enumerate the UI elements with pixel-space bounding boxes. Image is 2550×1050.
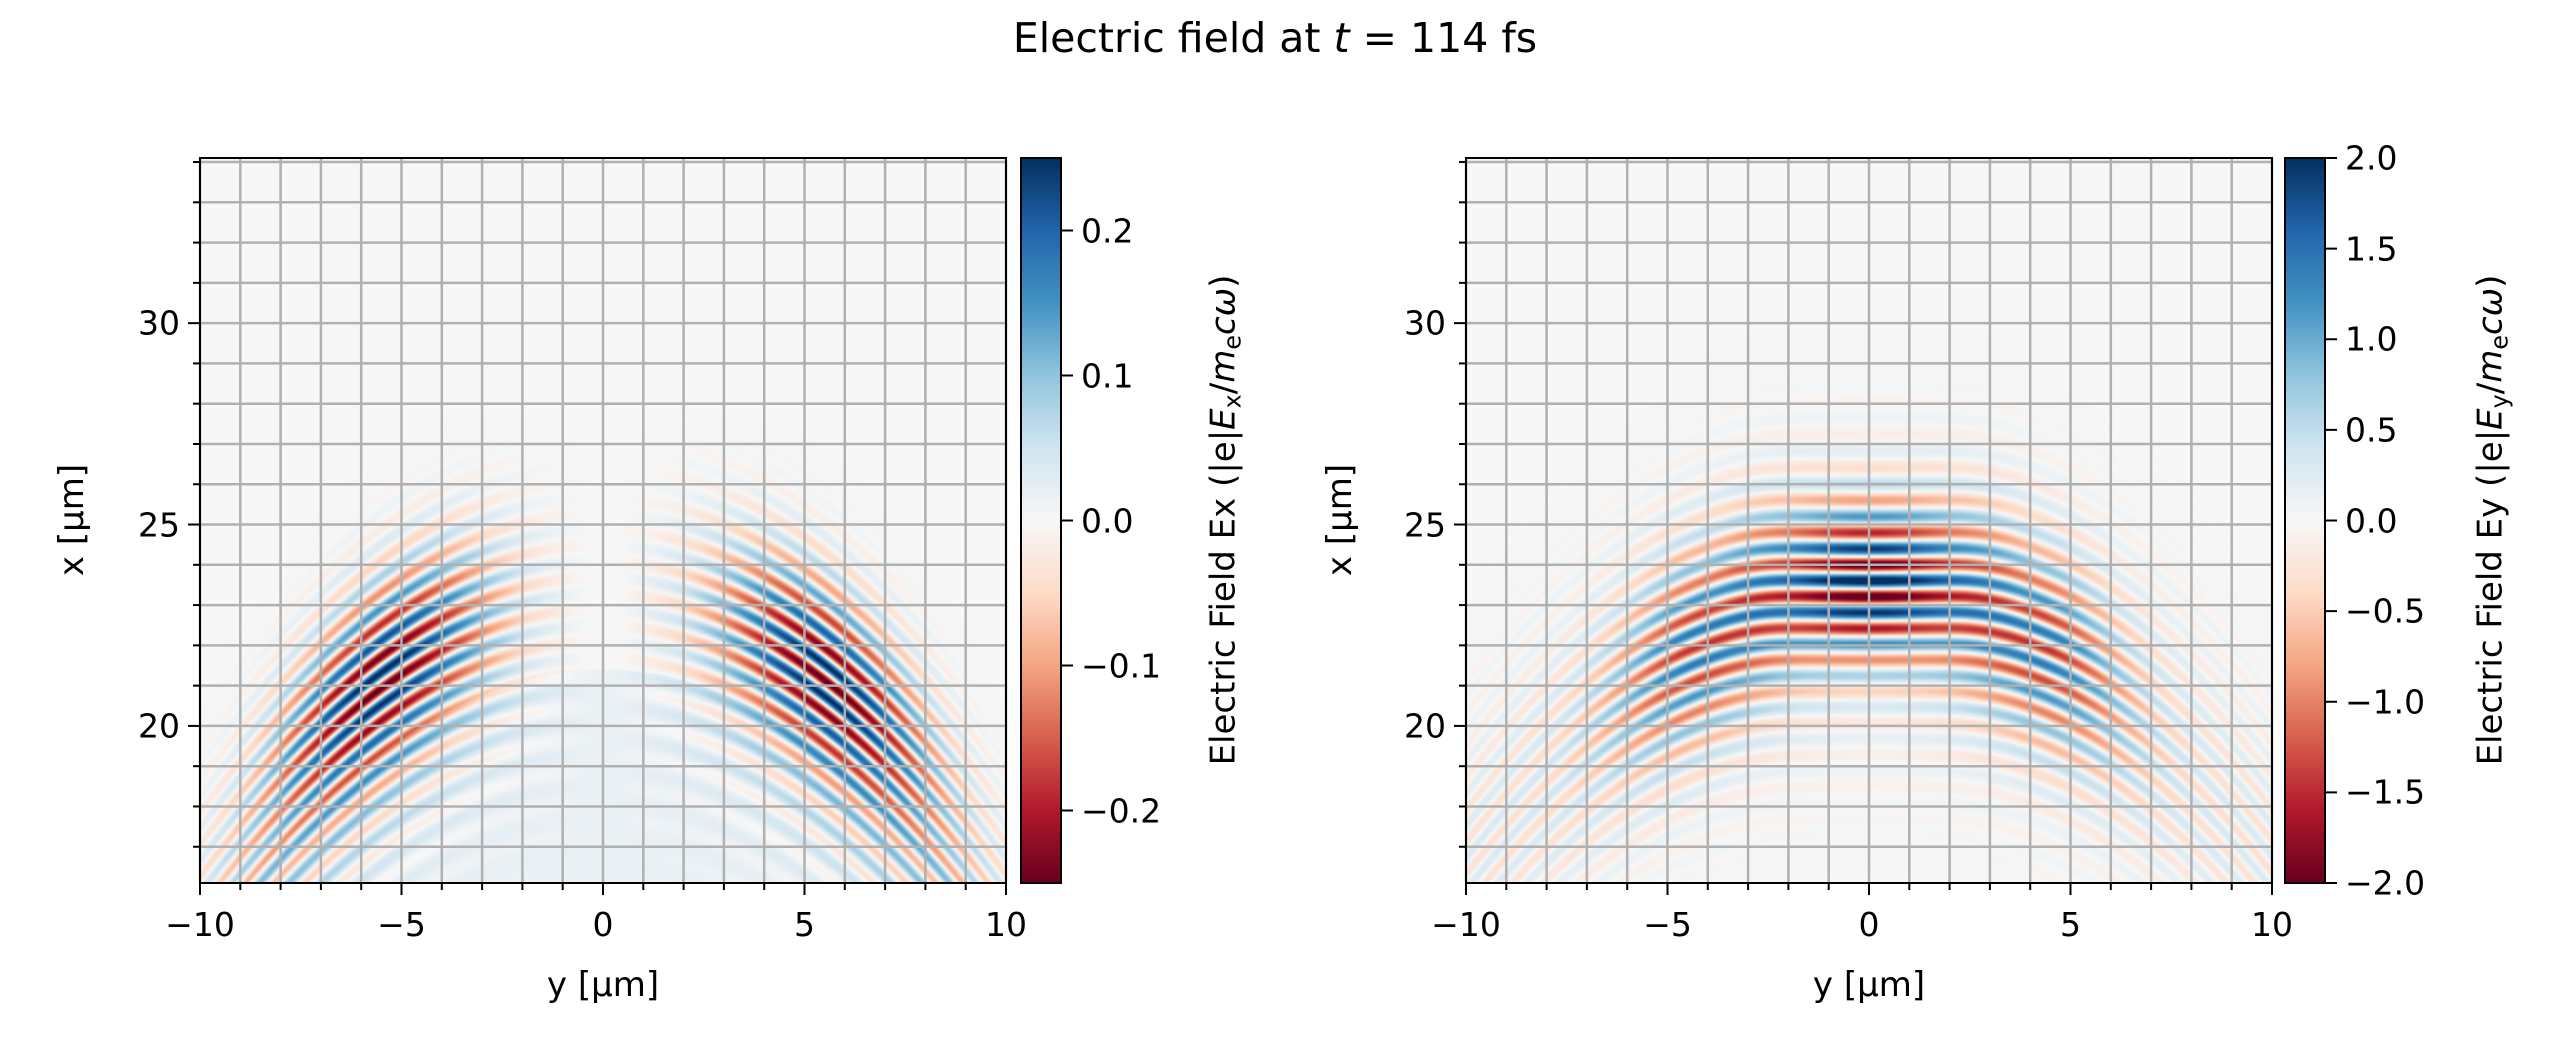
ex-colorbar-gradient	[1021, 158, 1061, 883]
ex-x-axis-label: y [µm]	[546, 965, 660, 1005]
colorbar-tick-label: 0.2	[1081, 211, 1134, 250]
title-suffix: = 114 fs	[1349, 14, 1538, 62]
x-tick-label: −5	[1643, 905, 1692, 944]
cbar-label-msub: e	[2485, 335, 2514, 350]
cbar-label-text: Electric Field Ey (|e|	[2470, 429, 2511, 766]
colorbar-tick-label: 0.0	[1081, 501, 1134, 540]
cbar-label-e: E	[2470, 408, 2511, 430]
x-tick-label: −10	[1431, 905, 1501, 944]
colorbar-tick-label: −0.1	[1081, 646, 1162, 685]
ex-panel: y [µm] x [µm] Electric Field Ex (|e|Ex/m…	[52, 157, 1246, 1005]
y-tick-label: 20	[138, 706, 180, 746]
colorbar-tick-label: 0.1	[1081, 356, 1134, 395]
ey-colorbar-label: Electric Field Ey (|e|Ey/mecω)	[2471, 275, 2514, 766]
x-tick-label: 10	[2251, 905, 2293, 944]
axes-frame	[1465, 157, 2273, 884]
y-tick-label: 30	[1404, 303, 1446, 343]
cbar-label-cw: cω	[2470, 287, 2511, 336]
ey-panel: y [µm] x [µm] Electric Field Ey (|e|Ey/m…	[1320, 139, 2513, 1006]
cbar-label-suffix: )	[2470, 274, 2511, 288]
colorbar-tick-label: 0.0	[2345, 501, 2398, 540]
ey-heatmap-axes	[1454, 157, 2274, 895]
y-tick-label: 20	[1404, 706, 1446, 746]
colorbar-tick-label: 0.5	[2345, 410, 2398, 450]
ey-colorbar-gradient	[2285, 158, 2325, 883]
figure-title: Electric field at t = 114 fs	[0, 14, 2550, 62]
axes-frame	[199, 157, 1007, 884]
cbar-label-m: m	[2470, 349, 2511, 383]
x-tick-label: −10	[165, 905, 235, 944]
x-tick-label: 5	[2060, 905, 2081, 944]
colorbar-tick-label: −1.0	[2345, 682, 2426, 722]
colorbar-tick-label: 2.0	[2345, 138, 2398, 178]
cbar-label-slash: /	[2470, 382, 2511, 395]
cbar-label-esub: y	[2485, 394, 2514, 409]
x-tick-label: 0	[592, 905, 614, 944]
y-tick-label: 25	[1404, 505, 1446, 545]
colorbar-tick-label: −1.5	[2345, 772, 2426, 812]
title-variable: t	[1333, 14, 1350, 62]
ey-colorbar-ticks	[2284, 157, 2337, 884]
x-tick-label: 5	[794, 905, 815, 944]
y-tick-label: 30	[138, 303, 180, 343]
colorbar-frame	[2284, 157, 2326, 884]
colorbar-tick-label: −2.0	[2345, 863, 2426, 903]
ex-axes-overlay	[188, 157, 1008, 895]
colorbar-tick-label: 1.5	[2345, 229, 2398, 269]
x-tick-label: 0	[1858, 905, 1880, 944]
title-prefix: Electric field at	[1012, 14, 1334, 62]
y-tick-label: 25	[138, 505, 180, 545]
colorbar-tick-label: −0.2	[1081, 791, 1162, 830]
ex-colorbar-ticks	[1020, 157, 1073, 884]
ey-colorbar	[2284, 157, 2337, 884]
ey-x-axis-label: y [µm]	[1812, 965, 1926, 1005]
x-tick-label: 10	[985, 905, 1027, 944]
x-tick-label: −5	[377, 905, 426, 944]
colorbar-tick-label: −0.5	[2345, 591, 2426, 631]
ey-axes-overlay	[1454, 157, 2274, 895]
ex-colorbar	[1020, 157, 1073, 884]
ex-heatmap-axes	[188, 157, 1008, 895]
colorbar-tick-label: 1.0	[2345, 319, 2398, 359]
ey-y-axis-label: x [µm]	[1320, 463, 1360, 577]
